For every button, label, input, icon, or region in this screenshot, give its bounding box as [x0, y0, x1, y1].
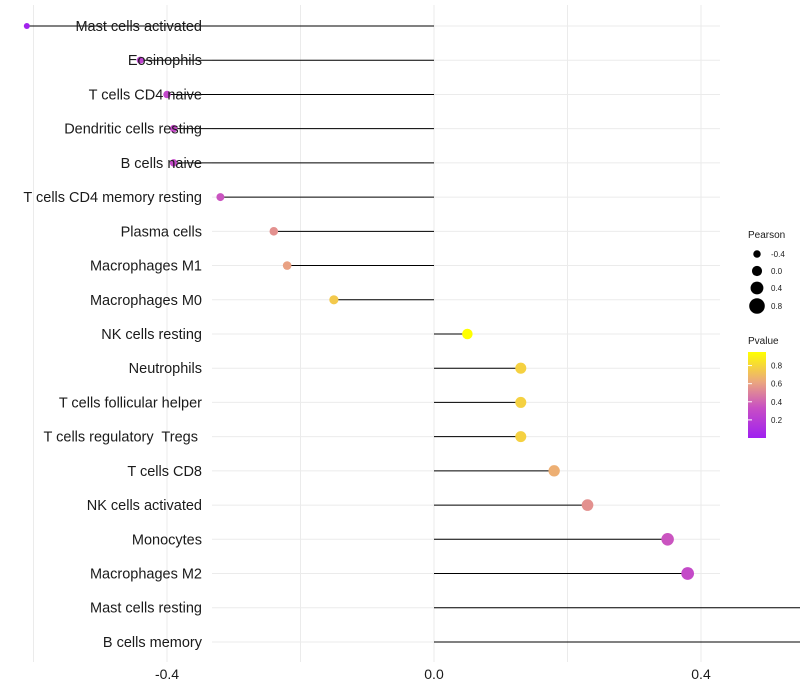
- lollipop-point: [515, 362, 527, 374]
- stem-layer: [26, 25, 800, 643]
- category-label: Neutrophils: [129, 361, 202, 377]
- color-legend-label: 0.6: [771, 380, 783, 389]
- size-legend-label: 0.8: [771, 302, 783, 311]
- size-legend-label: 0.4: [771, 284, 783, 293]
- category-label: Macrophages M0: [90, 293, 202, 309]
- size-legend: Pearson -0.4 0.0 0.4 0.8: [748, 230, 785, 314]
- size-legend-label: 0.0: [771, 267, 783, 276]
- category-label: NK cells resting: [101, 327, 202, 343]
- category-labels: Mast cells activated Eosinophils T cells C…: [23, 19, 202, 651]
- lollipop-point: [581, 499, 594, 511]
- color-legend-label: 0.2: [771, 416, 783, 425]
- lollipop-point: [661, 533, 674, 546]
- lollipop-point: [23, 23, 30, 29]
- category-label: Mast cells activated: [75, 19, 202, 35]
- point-layer: [23, 23, 695, 580]
- category-label: Plasma cells: [121, 224, 202, 240]
- lollipop-point: [216, 193, 225, 202]
- category-label: Macrophages M1: [90, 259, 202, 275]
- x-tick-label: 0.4: [691, 666, 711, 682]
- lollipop-point: [169, 159, 178, 167]
- lollipop-point: [462, 328, 473, 340]
- lollipop-point: [136, 56, 144, 64]
- lollipop-point: [282, 261, 292, 270]
- color-legend: Pvalue 0.8 0.6 0.4 0.2: [748, 336, 783, 438]
- pvalue-colorbar: [748, 352, 766, 438]
- category-label: T cells CD4 naive: [89, 87, 202, 103]
- size-legend-label: -0.4: [771, 250, 785, 259]
- color-legend-label: 0.4: [771, 398, 783, 407]
- lollipop-point: [163, 90, 171, 99]
- size-legend-title: Pearson: [748, 230, 785, 241]
- color-legend-label: 0.8: [771, 362, 783, 371]
- lollipop-point: [329, 295, 339, 305]
- category-label: Eosinophils: [128, 53, 202, 69]
- x-tick-label: -0.4: [155, 666, 179, 682]
- category-label: B cells naive: [121, 156, 202, 172]
- size-legend-key: [749, 298, 765, 314]
- size-legend-key: [753, 250, 761, 258]
- category-label: Mast cells resting: [90, 601, 202, 617]
- x-tick-label: 0.0: [424, 666, 444, 682]
- lollipop-point: [515, 396, 527, 408]
- category-label: T cells CD4 memory resting: [23, 190, 202, 206]
- size-legend-key: [750, 281, 764, 295]
- category-label: B cells memory: [103, 635, 203, 651]
- category-label: T cells follicular helper: [59, 395, 202, 411]
- category-label: T cells CD8: [127, 464, 202, 480]
- lollipop-point: [681, 567, 695, 580]
- category-label: Macrophages M2: [90, 567, 202, 583]
- size-legend-key: [751, 265, 763, 277]
- lollipop-point: [548, 465, 560, 477]
- category-label: Monocytes: [132, 532, 202, 548]
- category-label: NK cells activated: [87, 498, 202, 514]
- lollipop-point: [169, 124, 178, 133]
- lollipop-point: [515, 431, 527, 443]
- x-axis-ticks: -0.40.00.40.8: [155, 666, 711, 682]
- color-legend-title: Pvalue: [748, 336, 779, 347]
- lollipop-point: [269, 227, 279, 236]
- category-label: T cells regulatory Tregs: [44, 430, 203, 446]
- category-label: Dendritic cells resting: [64, 122, 202, 138]
